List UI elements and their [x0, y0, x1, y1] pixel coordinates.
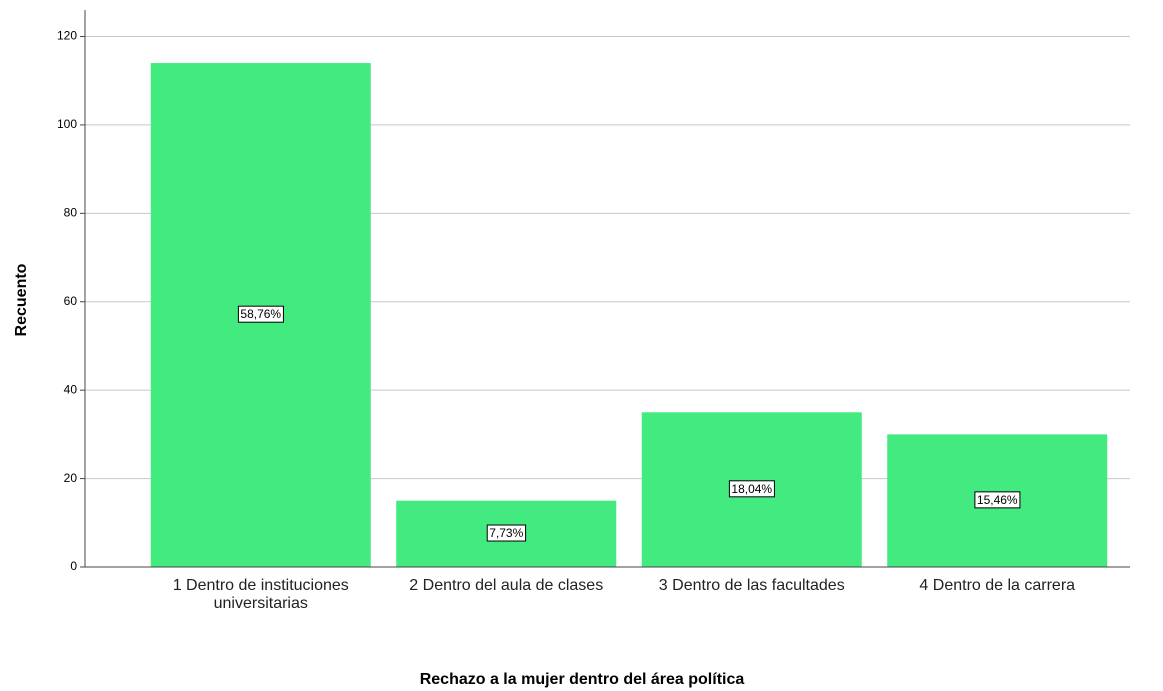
- y-axis-title: Recuento: [13, 263, 30, 336]
- data-label: 7,73%: [486, 524, 527, 542]
- x-tick-label-box: 3 Dentro de las facultades: [658, 577, 845, 594]
- x-tick-label-box: 1 Dentro de instituciones universitarias: [172, 577, 349, 612]
- x-tick-label: 3 Dentro de las facultades: [658, 577, 845, 594]
- x-tick-label-box: 2 Dentro del aula de clases: [409, 577, 604, 594]
- data-label-box: [974, 491, 1021, 509]
- data-label-box: [728, 480, 775, 498]
- data-label-box: [237, 305, 284, 323]
- y-tick-label: 40: [64, 382, 78, 396]
- data-label: 58,76%: [237, 305, 284, 323]
- data-label-text: 7,73%: [489, 526, 523, 540]
- x-tick-label-box: 4 Dentro de la carrera: [919, 577, 1076, 594]
- data-label-text: 58,76%: [240, 307, 281, 321]
- x-tick-label: 1 Dentro de instituciones universitarias: [172, 577, 349, 612]
- y-tick-label: 0: [70, 559, 77, 573]
- data-label: 18,04%: [728, 480, 775, 498]
- x-tick-label: 2 Dentro del aula de clases: [409, 577, 604, 594]
- y-tick-label: 100: [57, 117, 77, 131]
- y-tick-label: 60: [64, 294, 78, 308]
- data-label: 15,46%: [974, 491, 1021, 509]
- y-tick-label: 120: [57, 29, 77, 43]
- x-axis-title: Rechazo a la mujer dentro del área polít…: [420, 671, 745, 688]
- y-tick-label: 80: [64, 206, 78, 220]
- data-label-text: 18,04%: [731, 482, 772, 496]
- y-tick-label: 20: [64, 471, 78, 485]
- data-label-text: 15,46%: [977, 493, 1018, 507]
- data-label-box: [486, 524, 527, 542]
- x-tick-label: 4 Dentro de la carrera: [919, 577, 1076, 594]
